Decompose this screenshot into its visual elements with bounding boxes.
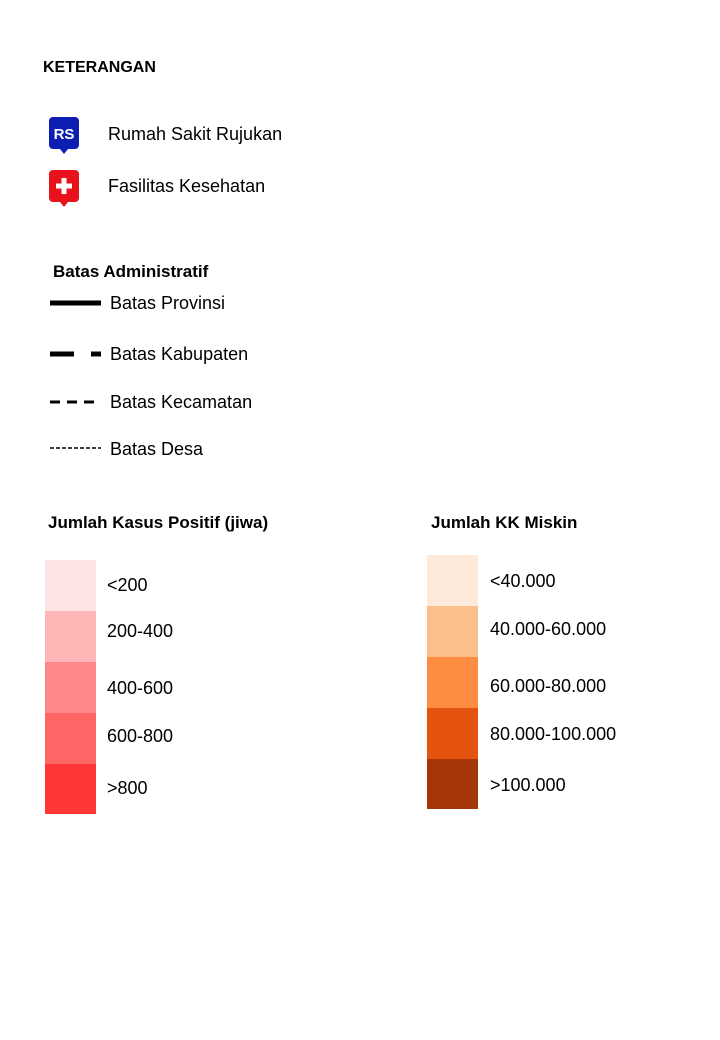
cases-swatch-4 [45, 713, 96, 764]
cases-swatch-3 [45, 662, 96, 713]
cases-swatch-5 [45, 764, 96, 814]
poi-label-rumah-sakit: Rumah Sakit Rujukan [108, 124, 283, 144]
poverty-swatch-5 [427, 759, 478, 809]
poverty-swatch-4 [427, 708, 478, 759]
line-symbol-provinsi [50, 300, 101, 306]
line-symbol-desa [50, 447, 101, 449]
line-label-kabupaten: Batas Kabupaten [110, 344, 249, 364]
health-cross-marker-icon [49, 170, 79, 207]
legend-title: KETERANGAN [43, 59, 156, 76]
line-label-desa: Batas Desa [110, 439, 204, 459]
poverty-class-label-4: 80.000-100.000 [490, 724, 617, 744]
poverty-class-label-2: 40.000-60.000 [490, 619, 607, 639]
poverty-swatch-1 [427, 555, 478, 606]
line-symbol-kabupaten [50, 351, 101, 357]
cases-class-label-1: <200 [107, 575, 148, 595]
rs-marker-icon: RS [49, 117, 79, 154]
poverty-class-label-1: <40.000 [490, 571, 556, 591]
line-label-provinsi: Batas Provinsi [110, 293, 226, 313]
cases-class-label-4: 600-800 [107, 726, 174, 746]
line-label-kecamatan: Batas Kecamatan [110, 392, 253, 412]
admin-boundary-title: Batas Administratif [53, 262, 209, 281]
poverty-class-label-3: 60.000-80.000 [490, 676, 607, 696]
line-symbol-kecamatan [50, 400, 101, 404]
poverty-class-label-5: >100.000 [490, 775, 566, 795]
cases-legend-title: Jumlah Kasus Positif (jiwa) [48, 513, 269, 532]
cases-class-label-2: 200-400 [107, 621, 174, 641]
cases-swatch-2 [45, 611, 96, 662]
poverty-swatch-2 [427, 606, 478, 657]
cases-class-label-5: >800 [107, 778, 148, 798]
poverty-swatch-3 [427, 657, 478, 708]
poverty-legend-title: Jumlah KK Miskin [431, 513, 578, 532]
cases-swatch-1 [45, 560, 96, 611]
rs-marker-text: RS [54, 126, 75, 143]
cases-class-label-3: 400-600 [107, 678, 174, 698]
poi-label-fasilitas-kesehatan: Fasilitas Kesehatan [108, 176, 266, 196]
